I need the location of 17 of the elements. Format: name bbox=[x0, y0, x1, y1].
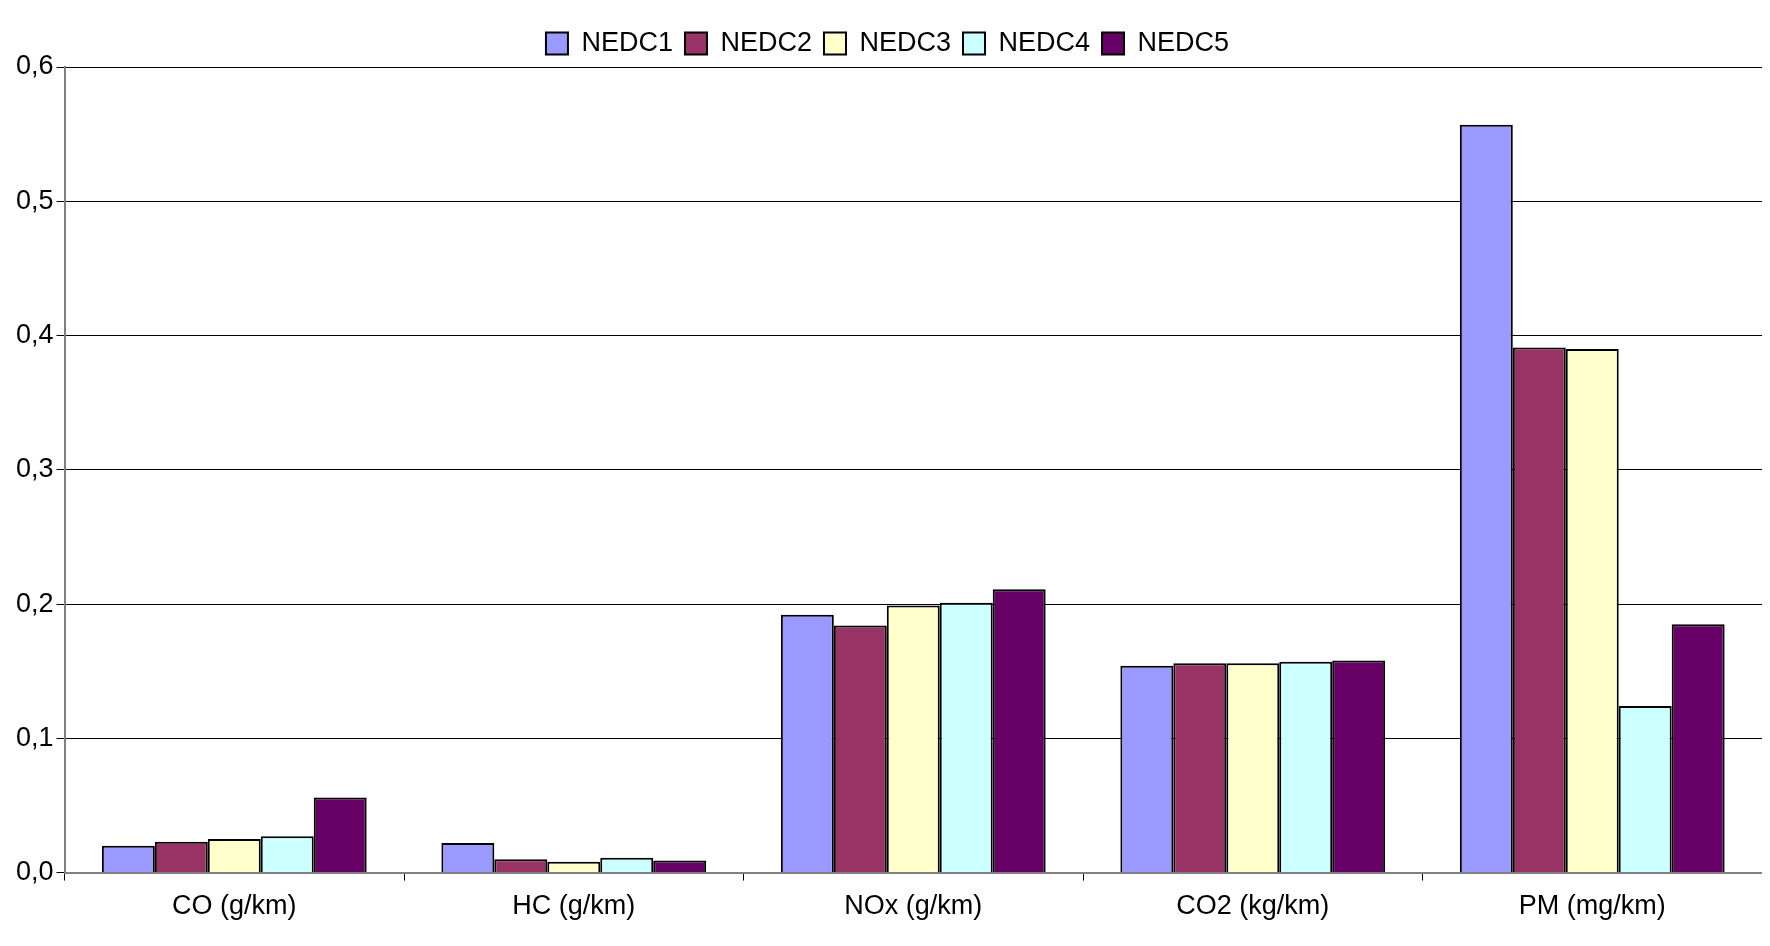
y-tick-label: 0,5 bbox=[15, 184, 54, 215]
y-tick-label: 0,4 bbox=[15, 318, 54, 349]
legend-label: NEDC4 bbox=[998, 26, 1091, 57]
x-tick-label: PM (mg/km) bbox=[1518, 890, 1666, 921]
x-tick-label: CO2 (kg/km) bbox=[1176, 890, 1330, 921]
legend-label: NEDC5 bbox=[1137, 26, 1230, 57]
x-tick-label: NOx (g/km) bbox=[844, 890, 983, 921]
y-tick-label: 0,1 bbox=[15, 721, 54, 752]
y-tick-label: 0,6 bbox=[15, 50, 54, 81]
y-tick-label: 0,2 bbox=[15, 587, 54, 618]
legend-label: NEDC3 bbox=[859, 26, 952, 57]
x-tick-label: CO (g/km) bbox=[172, 890, 297, 921]
x-tick-label: HC (g/km) bbox=[512, 890, 636, 921]
y-tick-label: 0,3 bbox=[15, 453, 54, 484]
legend-label: NEDC2 bbox=[720, 26, 812, 57]
legend-label: NEDC1 bbox=[581, 26, 673, 57]
y-tick-label: 0,0 bbox=[15, 856, 54, 887]
